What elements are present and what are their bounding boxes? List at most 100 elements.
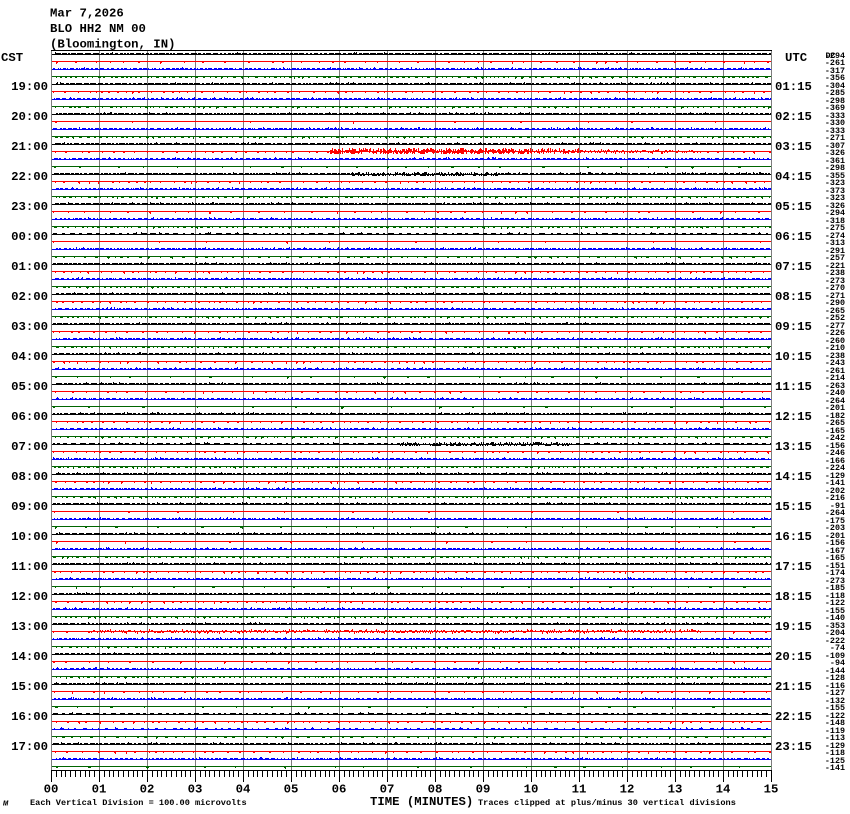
svg-text:-155: -155 bbox=[825, 606, 845, 616]
svg-text:-91: -91 bbox=[830, 501, 845, 511]
svg-text:-270: -270 bbox=[825, 283, 845, 293]
svg-text:-326: -326 bbox=[825, 148, 845, 158]
svg-text:-203: -203 bbox=[825, 523, 845, 533]
svg-text:-261: -261 bbox=[825, 366, 845, 376]
svg-text:-221: -221 bbox=[825, 261, 845, 271]
svg-text:-330: -330 bbox=[825, 118, 845, 128]
svg-text:-291: -291 bbox=[825, 246, 845, 256]
svg-text:-323: -323 bbox=[825, 193, 845, 203]
svg-text:-257: -257 bbox=[825, 253, 845, 263]
svg-text:-74: -74 bbox=[830, 643, 845, 653]
svg-text:-356: -356 bbox=[825, 73, 845, 83]
svg-text:Mar 7,2026: Mar 7,2026 bbox=[50, 7, 124, 21]
svg-text:-119: -119 bbox=[825, 726, 845, 736]
svg-text:05: 05 bbox=[284, 782, 299, 796]
svg-text:10: 10 bbox=[524, 782, 539, 796]
svg-text:-373: -373 bbox=[825, 186, 845, 196]
svg-text:-294: -294 bbox=[825, 208, 845, 218]
svg-text:-285: -285 bbox=[825, 88, 845, 98]
svg-text:-141: -141 bbox=[825, 763, 845, 773]
svg-text:-243: -243 bbox=[825, 358, 845, 368]
svg-text:16:00: 16:00 bbox=[11, 710, 48, 724]
svg-text:15: 15 bbox=[764, 782, 779, 796]
svg-text:11:15: 11:15 bbox=[775, 380, 812, 394]
svg-text:-118: -118 bbox=[825, 748, 845, 758]
svg-text:11:00: 11:00 bbox=[11, 560, 48, 574]
svg-text:-141: -141 bbox=[825, 478, 845, 488]
svg-text:-271: -271 bbox=[825, 133, 845, 143]
svg-text:12:15: 12:15 bbox=[775, 410, 812, 424]
svg-text:23:00: 23:00 bbox=[11, 200, 48, 214]
svg-text:06:00: 06:00 bbox=[11, 410, 48, 424]
svg-text:07:15: 07:15 bbox=[775, 260, 812, 274]
svg-text:-122: -122 bbox=[825, 598, 845, 608]
svg-text:-369: -369 bbox=[825, 103, 845, 113]
svg-text:22:00: 22:00 bbox=[11, 170, 48, 184]
svg-text:-210: -210 bbox=[825, 343, 845, 353]
svg-text:-355: -355 bbox=[825, 171, 845, 181]
svg-text:-201: -201 bbox=[825, 403, 845, 413]
svg-text:15:00: 15:00 bbox=[11, 680, 48, 694]
svg-text:17:00: 17:00 bbox=[11, 740, 48, 754]
svg-text:-226: -226 bbox=[825, 328, 845, 338]
svg-text:09:00: 09:00 bbox=[11, 500, 48, 514]
svg-text:01: 01 bbox=[92, 782, 107, 796]
svg-text:-148: -148 bbox=[825, 718, 845, 728]
svg-text:12:00: 12:00 bbox=[11, 590, 48, 604]
svg-text:-298: -298 bbox=[825, 96, 845, 106]
svg-text:10:00: 10:00 bbox=[11, 530, 48, 544]
svg-text:-326: -326 bbox=[825, 201, 845, 211]
svg-text:-261: -261 bbox=[825, 58, 845, 68]
svg-text:-156: -156 bbox=[825, 538, 845, 548]
svg-text:13:15: 13:15 bbox=[775, 440, 812, 454]
svg-text:19:15: 19:15 bbox=[775, 620, 812, 634]
svg-text:-151: -151 bbox=[825, 561, 845, 571]
svg-text:-204: -204 bbox=[825, 628, 845, 638]
svg-text:-313: -313 bbox=[825, 238, 845, 248]
svg-text:-94: -94 bbox=[830, 658, 845, 668]
svg-text:-214: -214 bbox=[825, 373, 845, 383]
svg-text:17:15: 17:15 bbox=[775, 560, 812, 574]
svg-text:13: 13 bbox=[668, 782, 683, 796]
svg-text:23:15: 23:15 bbox=[775, 740, 812, 754]
svg-text:-290: -290 bbox=[825, 298, 845, 308]
svg-text:(Bloomington, IN): (Bloomington, IN) bbox=[50, 38, 175, 52]
svg-text:01:00: 01:00 bbox=[11, 260, 48, 274]
svg-text:Each Vertical Division = 100.: Each Vertical Division = 100.00 microvol… bbox=[30, 798, 247, 808]
svg-text:05:00: 05:00 bbox=[11, 380, 48, 394]
svg-text:-252: -252 bbox=[825, 313, 845, 323]
svg-text:-246: -246 bbox=[825, 448, 845, 458]
svg-text:-273: -273 bbox=[825, 576, 845, 586]
svg-text:-165: -165 bbox=[825, 553, 845, 563]
svg-text:04:15: 04:15 bbox=[775, 170, 812, 184]
svg-text:19:00: 19:00 bbox=[11, 80, 48, 94]
svg-text:21:15: 21:15 bbox=[775, 680, 812, 694]
svg-text:-129: -129 bbox=[825, 471, 845, 481]
svg-text:14:15: 14:15 bbox=[775, 470, 812, 484]
svg-text:-127: -127 bbox=[825, 688, 845, 698]
svg-text:15:15: 15:15 bbox=[775, 500, 812, 514]
svg-text:-307: -307 bbox=[825, 141, 845, 151]
svg-text:-216: -216 bbox=[825, 493, 845, 503]
svg-text:-128: -128 bbox=[825, 673, 845, 683]
svg-text:11: 11 bbox=[572, 782, 587, 796]
svg-text:08: 08 bbox=[428, 782, 443, 796]
svg-text:м: м bbox=[2, 799, 9, 809]
svg-text:03:15: 03:15 bbox=[775, 140, 812, 154]
svg-text:03:00: 03:00 bbox=[11, 320, 48, 334]
svg-text:-174: -174 bbox=[825, 568, 845, 578]
svg-text:-333: -333 bbox=[825, 111, 845, 121]
svg-text:-156: -156 bbox=[825, 441, 845, 451]
svg-text:08:00: 08:00 bbox=[11, 470, 48, 484]
svg-text:-175: -175 bbox=[825, 516, 845, 526]
svg-text:02:15: 02:15 bbox=[775, 110, 812, 124]
svg-text:16:15: 16:15 bbox=[775, 530, 812, 544]
svg-text:20:15: 20:15 bbox=[775, 650, 812, 664]
svg-text:00:00: 00:00 bbox=[11, 230, 48, 244]
svg-text:-201: -201 bbox=[825, 531, 845, 541]
svg-text:-277: -277 bbox=[825, 321, 845, 331]
svg-text:-298: -298 bbox=[825, 163, 845, 173]
svg-text:-118: -118 bbox=[825, 591, 845, 601]
svg-text:-155: -155 bbox=[825, 703, 845, 713]
svg-text:20:00: 20:00 bbox=[11, 110, 48, 124]
